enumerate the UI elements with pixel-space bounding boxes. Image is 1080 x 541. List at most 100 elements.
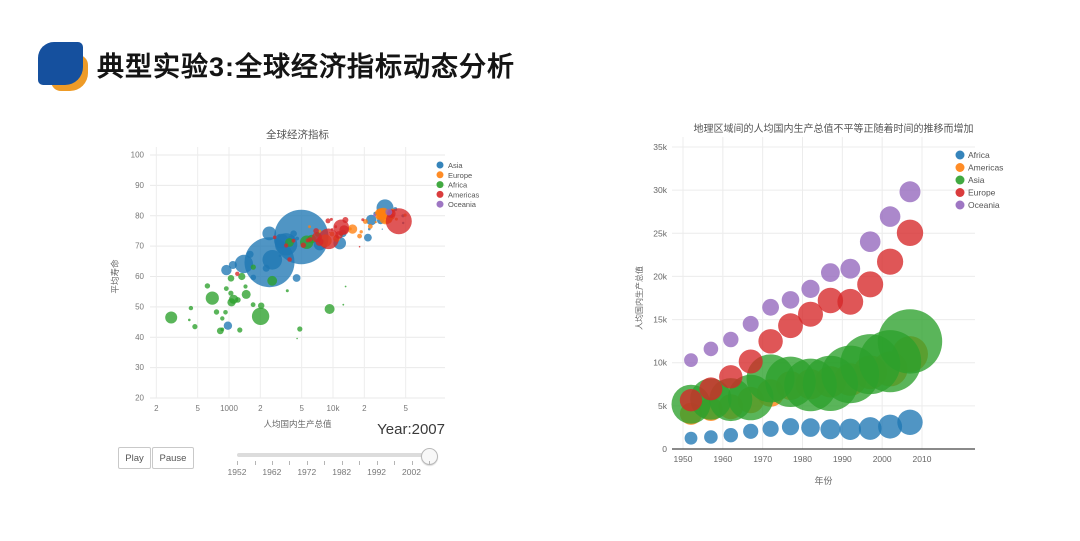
x-tick-label: 5	[195, 404, 200, 413]
bubble	[262, 250, 283, 270]
y-tick-label: 30k	[653, 185, 667, 195]
bubble	[781, 418, 800, 436]
legend-label: Africa	[968, 150, 990, 160]
legend-label: Oceania	[448, 200, 477, 209]
y-tick-label: 10k	[653, 358, 667, 368]
bubble	[817, 287, 844, 314]
bubble	[258, 302, 265, 309]
bubble	[342, 217, 349, 223]
series-asia	[221, 199, 405, 330]
legend-item-africa[interactable]: Africa	[955, 150, 991, 160]
chart-title: 地理区域间的人均国内生产总值不平等正随着时间的推移而增加	[694, 122, 974, 135]
x-tick-label: 2	[154, 404, 159, 413]
x-tick-label: 5	[299, 404, 304, 413]
bubble	[742, 315, 759, 332]
legend-label: Europe	[448, 171, 472, 180]
bubble	[213, 309, 220, 315]
bubble	[250, 302, 256, 308]
y-tick-label: 70	[135, 242, 144, 251]
bubble	[858, 417, 882, 440]
gdp-per-capita-over-time-chart: 0 5k 10k 15k 20k 25k 30k 35k 1950 1960 1970 1980 199…	[634, 122, 1004, 486]
slider-year-label: 1982	[332, 467, 352, 477]
bubble	[267, 275, 278, 286]
legend-swatch-icon	[955, 150, 965, 160]
slider-tick-mark	[394, 461, 396, 465]
bubble	[347, 224, 358, 234]
bubble	[703, 341, 719, 357]
bubble	[878, 414, 903, 439]
bubble	[367, 224, 373, 229]
bubble	[348, 227, 352, 231]
bubble	[723, 331, 739, 348]
y-tick-label: 25k	[653, 228, 667, 238]
bubble	[762, 298, 779, 316]
bubble	[743, 423, 759, 439]
bubble	[344, 285, 347, 288]
legend-item-asia[interactable]: Asia	[955, 175, 985, 185]
legend-swatch-icon	[436, 171, 444, 179]
bubble	[250, 274, 257, 281]
bubble	[801, 279, 820, 298]
bubble	[342, 303, 345, 306]
bubble	[285, 289, 289, 293]
bubble	[857, 271, 884, 298]
series-asia	[671, 309, 943, 424]
legend-label: Europe	[968, 188, 996, 198]
legend-swatch-icon	[436, 181, 444, 189]
bubble	[374, 221, 377, 224]
life-expectancy-vs-gdp-chart: 20 30 40 50 60 70 80 90 100 2 5 1000 2 5 10k 2 5 全球经济指标人均…	[110, 128, 480, 429]
legend-item-oceania[interactable]: Oceania	[436, 200, 477, 209]
bubble	[364, 233, 372, 242]
x-tick-label: 2010	[913, 454, 932, 464]
y-tick-label: 50	[135, 302, 144, 311]
bubble	[896, 219, 924, 246]
legend-item-asia[interactable]: Asia	[436, 161, 464, 170]
bubble	[376, 214, 382, 220]
legend-swatch-icon	[955, 175, 965, 185]
bubble	[227, 275, 235, 282]
bubble	[223, 286, 229, 291]
bubble	[188, 318, 191, 322]
bubble	[330, 228, 334, 231]
legend-item-europe[interactable]: Europe	[955, 188, 996, 198]
legend-swatch-icon	[955, 188, 965, 197]
bubble	[237, 327, 243, 333]
bubble	[758, 329, 783, 354]
bubble	[877, 248, 904, 275]
slider-year-label: 1962	[262, 467, 282, 477]
legend-item-oceania[interactable]: Oceania	[955, 200, 1000, 210]
legend-swatch-icon	[955, 163, 965, 172]
play-button[interactable]: Play	[118, 447, 151, 469]
bubble	[837, 288, 864, 315]
legend-item-americas[interactable]: Americas	[955, 163, 1004, 173]
bubble	[228, 261, 237, 269]
bubble	[684, 353, 698, 367]
bubble	[308, 225, 311, 229]
x-tick-label: 10k	[327, 404, 341, 413]
series-europe	[679, 219, 924, 412]
y-tick-label: 20k	[653, 271, 667, 281]
bubble	[719, 365, 743, 389]
bubble	[684, 431, 698, 445]
x-axis-title: 年份	[814, 475, 832, 486]
slider-tick-mark	[411, 461, 413, 465]
bubble	[879, 206, 901, 227]
bubble	[358, 245, 361, 248]
bubble	[246, 250, 254, 258]
legend-item-africa[interactable]: Africa	[436, 181, 469, 190]
bubble	[251, 307, 270, 325]
slider-tick-mark	[289, 461, 291, 465]
bubble	[859, 231, 881, 252]
legend-item-europe[interactable]: Europe	[436, 171, 473, 180]
bubble	[223, 321, 233, 330]
bubble	[295, 236, 299, 241]
year-slider-track[interactable]	[237, 453, 430, 457]
bubble	[315, 237, 324, 246]
page-title: 典型实验3:全球经济指标动态分析	[97, 52, 516, 82]
pause-button[interactable]: Pause	[152, 447, 194, 469]
bubble	[839, 418, 861, 440]
bubble	[287, 257, 292, 262]
legend-item-americas[interactable]: Americas	[436, 190, 480, 199]
y-tick-label: 60	[135, 272, 144, 281]
x-tick-label: 1970	[753, 454, 772, 464]
